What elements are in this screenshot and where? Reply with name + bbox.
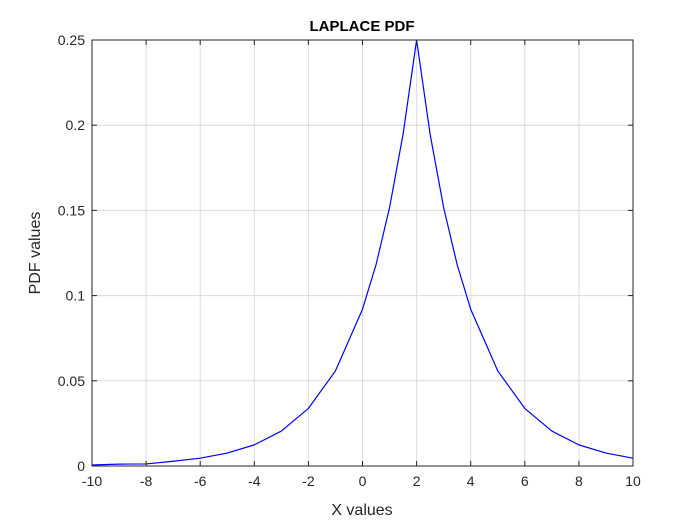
grid-layer xyxy=(92,40,633,466)
y-tick-label: 0.2 xyxy=(66,117,86,133)
chart-title: LAPLACE PDF xyxy=(310,18,415,35)
y-tick-label: 0.15 xyxy=(58,202,85,218)
x-tick-label: -2 xyxy=(302,473,315,489)
x-tick-label: 8 xyxy=(575,473,583,489)
x-tick-label: 0 xyxy=(359,473,367,489)
pdf-curve xyxy=(91,39,634,466)
x-tick-label: -8 xyxy=(140,473,153,489)
x-tick-label: 2 xyxy=(413,473,421,489)
y-tick-label: 0.05 xyxy=(58,373,85,389)
x-tick-label: -6 xyxy=(194,473,207,489)
y-tick-label: 0.25 xyxy=(58,32,85,48)
series-layer xyxy=(91,39,634,466)
x-tick-label: 4 xyxy=(467,473,475,489)
x-tick-label: -10 xyxy=(82,473,102,489)
x-tick-label: 6 xyxy=(521,473,529,489)
y-axis-label: PDF values xyxy=(27,212,44,295)
y-tick-label: 0.1 xyxy=(66,288,86,304)
x-tick-label: 10 xyxy=(625,473,641,489)
x-tick-label: -4 xyxy=(248,473,261,489)
x-axis-label: X values xyxy=(331,502,392,519)
y-tick-label: 0 xyxy=(77,458,85,474)
tick-layer: -10 -8 -6 -4 -2 0 2 4 6 8 10 0 0.05 0.1 0.15 0.2 0.25 xyxy=(58,32,641,489)
